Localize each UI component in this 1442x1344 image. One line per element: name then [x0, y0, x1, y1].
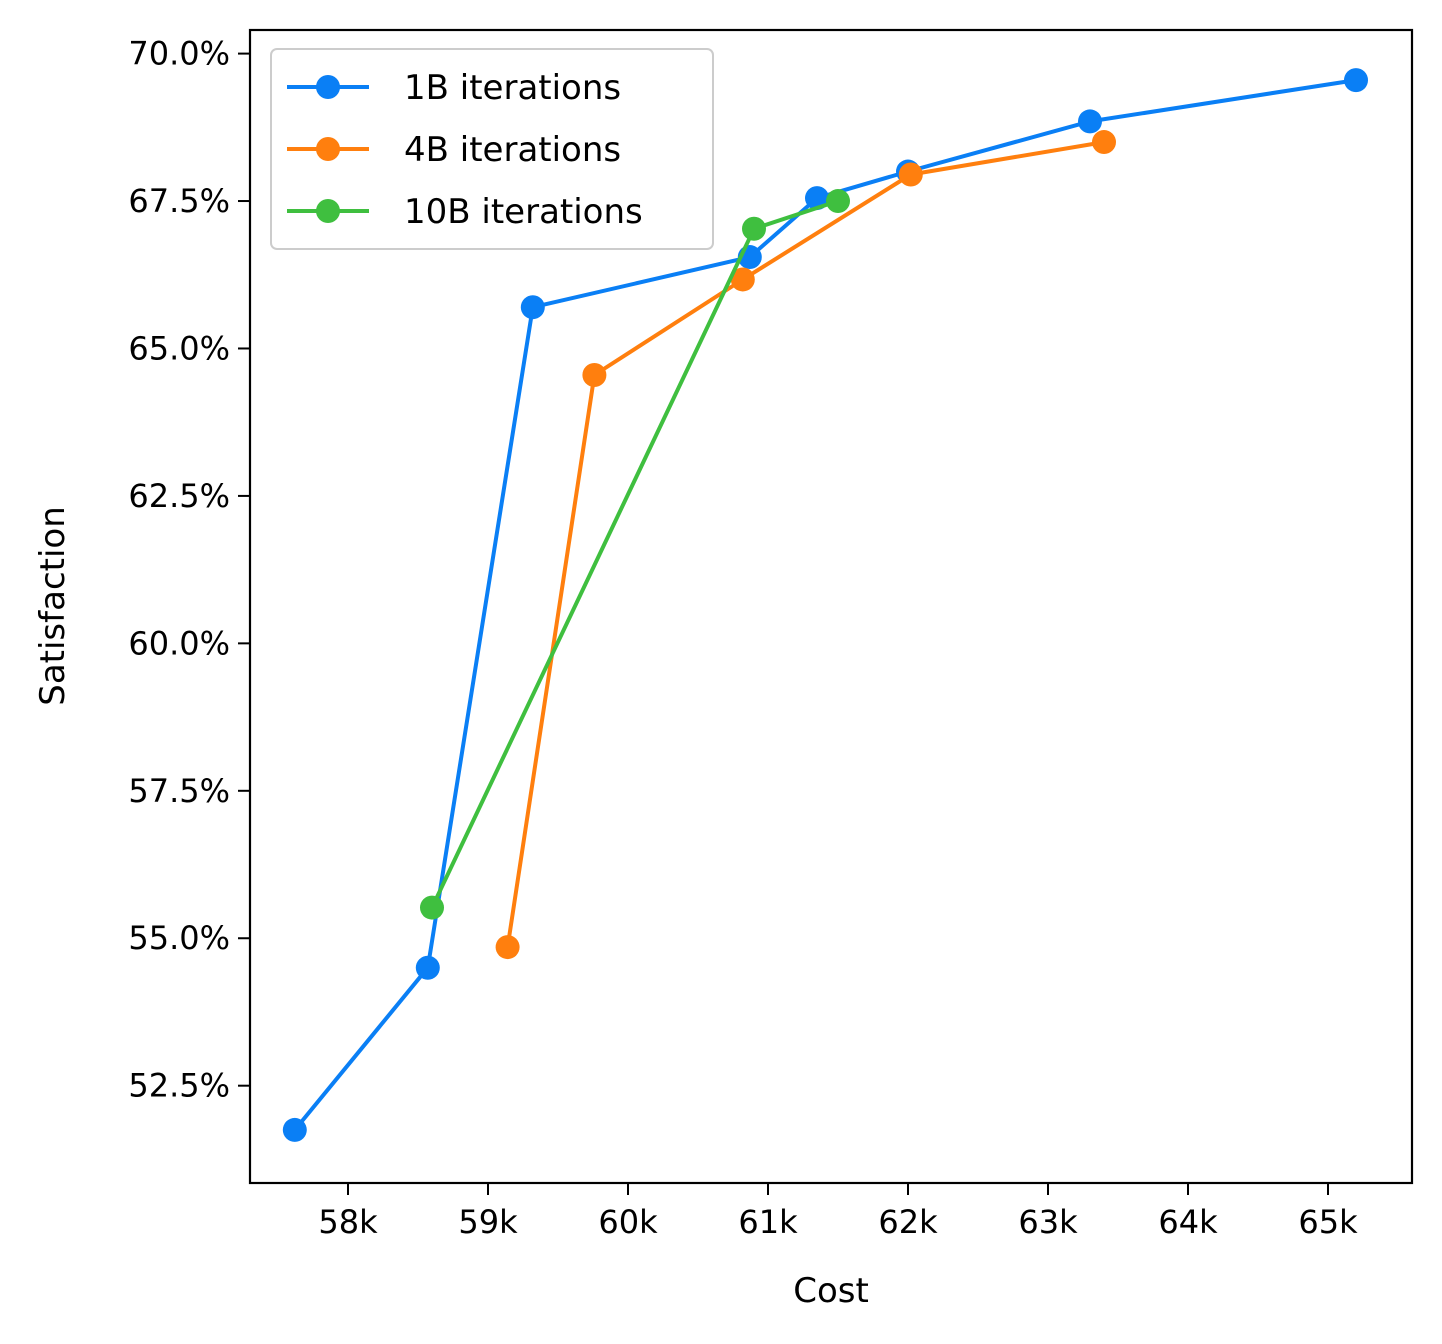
x-tick-label: 63k [1018, 1203, 1078, 1241]
legend-label: 10B iterations [404, 192, 643, 232]
y-tick-label: 67.5% [128, 182, 230, 220]
series-line-1b-iterations [292, 78, 1358, 1132]
data-point-1b-iterations-2 [520, 295, 545, 320]
legend-box [270, 48, 714, 250]
legend-marker [316, 75, 340, 99]
plot-area [282, 68, 1368, 1142]
y-tick-label: 62.5% [128, 477, 230, 515]
legend-item-4b-iterations: 4B iterations [287, 130, 621, 170]
legend-marker [316, 137, 340, 161]
series-10b-iterations [420, 189, 850, 920]
x-tick-label: 62k [878, 1203, 938, 1241]
legend: 1B iterations 4B iterations 10B iterations [270, 48, 714, 250]
y-tick-label: 70.0% [128, 35, 230, 73]
series-1b-iterations [282, 68, 1368, 1142]
x-tick-label: 59k [458, 1203, 518, 1241]
legend-item-10b-iterations: 10B iterations [287, 192, 643, 232]
x-axis-label: Cost [793, 1271, 869, 1311]
data-point-4b-iterations-2 [730, 267, 755, 292]
data-point-4b-iterations-3 [898, 162, 923, 187]
legend-marker [316, 199, 340, 223]
y-axis-label: Satisfaction [33, 506, 73, 706]
legend-label: 4B iterations [404, 130, 621, 170]
data-point-10b-iterations-1 [742, 216, 766, 241]
x-tick-label: 65k [1298, 1203, 1358, 1241]
x-tick-label: 60k [598, 1203, 658, 1241]
y-tick-label: 60.0% [128, 624, 230, 662]
data-point-1b-iterations-6 [1078, 109, 1102, 134]
y-axis-ticks: 52.5% 55.0% 57.5% 60.0% 62.5% 65.0% 67.5% 70.0% [128, 35, 250, 1105]
legend-label: 1B iterations [404, 68, 621, 108]
data-point-1b-iterations-7 [1344, 68, 1368, 93]
series-4b-iterations [495, 130, 1116, 960]
y-tick-label: 57.5% [128, 772, 230, 810]
x-axis-ticks: 58k 59k 60k 61k 62k 63k 64k 65k [318, 1183, 1358, 1241]
data-point-10b-iterations-0 [420, 895, 444, 920]
x-tick-label: 58k [318, 1203, 378, 1241]
data-point-4b-iterations-4 [1092, 130, 1116, 155]
data-point-4b-iterations-0 [495, 935, 520, 960]
data-point-1b-iterations-1 [415, 955, 440, 980]
y-tick-label: 52.5% [128, 1067, 230, 1105]
data-point-1b-iterations-0 [282, 1117, 307, 1142]
data-point-4b-iterations-1 [582, 363, 607, 388]
y-tick-label: 55.0% [128, 919, 230, 957]
plot-frame [248, 28, 1414, 1185]
data-point-10b-iterations-2 [826, 189, 850, 214]
x-tick-label: 61k [738, 1203, 798, 1241]
legend-item-1b-iterations: 1B iterations [287, 68, 621, 108]
x-tick-label: 64k [1158, 1203, 1218, 1241]
y-tick-label: 65.0% [128, 329, 230, 367]
